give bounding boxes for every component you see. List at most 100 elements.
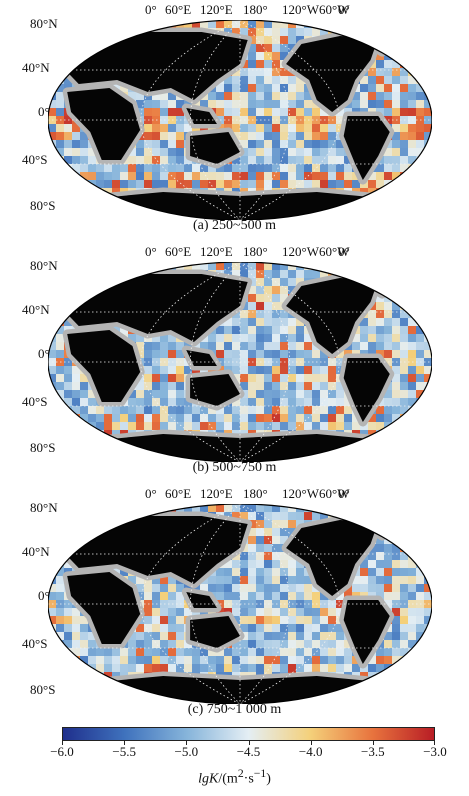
field-cell bbox=[312, 20, 320, 28]
field-cell bbox=[248, 294, 256, 302]
field-cell bbox=[72, 512, 80, 520]
field-cell bbox=[360, 28, 368, 36]
field-cell bbox=[192, 422, 200, 430]
field-cell bbox=[136, 504, 144, 512]
field-cell bbox=[64, 382, 72, 390]
field-cell bbox=[392, 36, 400, 44]
field-cell bbox=[384, 528, 392, 536]
field-cell bbox=[240, 640, 248, 648]
field-cell bbox=[272, 310, 280, 318]
field-cell bbox=[352, 270, 360, 278]
field-cell bbox=[232, 342, 240, 350]
field-cell bbox=[272, 616, 280, 624]
field-cell bbox=[416, 390, 424, 398]
field-cell bbox=[304, 100, 312, 108]
lon-label: 0° bbox=[338, 244, 350, 259]
field-cell bbox=[392, 60, 400, 68]
field-cell bbox=[72, 294, 80, 302]
field-cell bbox=[72, 656, 80, 664]
field-cell bbox=[424, 536, 432, 544]
field-cell bbox=[96, 270, 104, 278]
field-cell bbox=[80, 640, 88, 648]
field-cell bbox=[328, 414, 336, 422]
field-cell bbox=[48, 124, 56, 132]
field-cell bbox=[280, 310, 288, 318]
field-cell bbox=[64, 512, 72, 520]
field-cell bbox=[304, 140, 312, 148]
field-cell bbox=[56, 188, 64, 196]
field-cell bbox=[64, 204, 72, 212]
field-cell bbox=[224, 270, 232, 278]
field-cell bbox=[168, 624, 176, 632]
field-cell bbox=[248, 180, 256, 188]
field-cell bbox=[344, 688, 352, 696]
field-cell bbox=[264, 584, 272, 592]
field-cell bbox=[328, 656, 336, 664]
field-cell bbox=[384, 172, 392, 180]
field-cell bbox=[424, 76, 432, 84]
field-cell bbox=[64, 624, 72, 632]
field-cell bbox=[64, 318, 72, 326]
field-cell bbox=[296, 84, 304, 92]
field-cell bbox=[416, 60, 424, 68]
field-cell bbox=[256, 414, 264, 422]
field-cell bbox=[152, 100, 160, 108]
field-cell bbox=[384, 310, 392, 318]
field-cell bbox=[408, 286, 416, 294]
field-cell bbox=[288, 560, 296, 568]
field-cell bbox=[352, 422, 360, 430]
field-cell bbox=[288, 584, 296, 592]
colorbar-tick bbox=[186, 741, 188, 745]
field-cell bbox=[400, 28, 408, 36]
field-cell bbox=[72, 438, 80, 446]
field-cell bbox=[152, 334, 160, 342]
field-cell bbox=[96, 262, 104, 270]
field-cell bbox=[256, 60, 264, 68]
field-cell bbox=[216, 326, 224, 334]
field-cell bbox=[104, 446, 112, 454]
field-cell bbox=[376, 584, 384, 592]
field-cell bbox=[80, 656, 88, 664]
field-cell bbox=[96, 520, 104, 528]
field-cell bbox=[72, 632, 80, 640]
field-cell bbox=[232, 560, 240, 568]
field-cell bbox=[160, 334, 168, 342]
field-cell bbox=[48, 422, 56, 430]
field-cell bbox=[224, 342, 232, 350]
field-cell bbox=[384, 544, 392, 552]
field-cell bbox=[232, 92, 240, 100]
field-cell bbox=[56, 164, 64, 172]
field-cell bbox=[136, 140, 144, 148]
field-cell bbox=[48, 294, 56, 302]
lat-label: 0° bbox=[38, 588, 50, 603]
field-cell bbox=[328, 140, 336, 148]
field-cell bbox=[416, 76, 424, 84]
field-cell bbox=[224, 592, 232, 600]
field-cell bbox=[208, 656, 216, 664]
field-cell bbox=[280, 656, 288, 664]
field-cell bbox=[104, 688, 112, 696]
field-cell bbox=[208, 20, 216, 28]
field-cell bbox=[376, 576, 384, 584]
field-cell bbox=[360, 20, 368, 28]
field-cell bbox=[96, 414, 104, 422]
field-cell bbox=[304, 576, 312, 584]
field-cell bbox=[144, 172, 152, 180]
field-cell bbox=[200, 100, 208, 108]
field-cell bbox=[400, 148, 408, 156]
field-cell bbox=[56, 156, 64, 164]
field-cell bbox=[368, 680, 376, 688]
field-cell bbox=[416, 536, 424, 544]
field-cell bbox=[104, 164, 112, 172]
field-cell bbox=[336, 124, 344, 132]
field-cell bbox=[48, 44, 56, 52]
field-cell bbox=[272, 140, 280, 148]
field-cell bbox=[288, 164, 296, 172]
field-cell bbox=[368, 552, 376, 560]
field-cell bbox=[400, 44, 408, 52]
field-cell bbox=[400, 504, 408, 512]
field-cell bbox=[240, 28, 248, 36]
field-cell bbox=[272, 172, 280, 180]
field-cell bbox=[304, 616, 312, 624]
field-cell bbox=[216, 342, 224, 350]
